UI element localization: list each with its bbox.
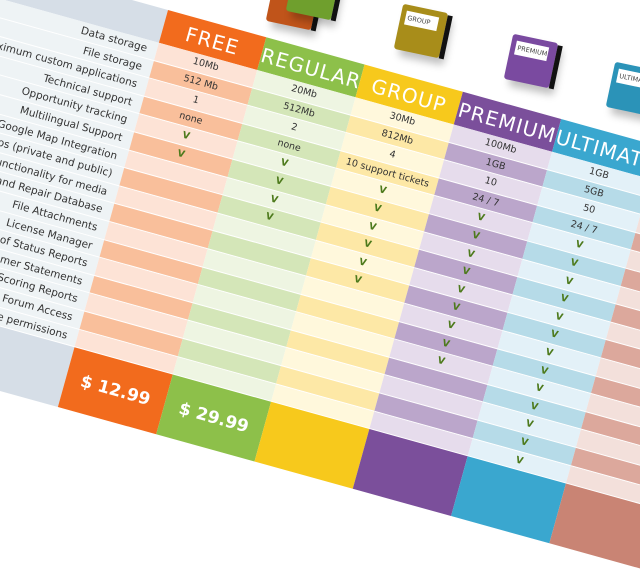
box-spine bbox=[330, 0, 345, 22]
box-label: ULTIMATE bbox=[616, 68, 640, 90]
product-box-ultimate: ULTIMATE bbox=[605, 61, 640, 117]
product-box-premium: PREMIUM bbox=[503, 33, 563, 90]
box-spine bbox=[548, 45, 563, 90]
box-label: PREMIUM bbox=[514, 40, 550, 62]
product-box-group: GROUP bbox=[393, 3, 453, 60]
box-spine bbox=[438, 15, 453, 60]
box-label: GROUP bbox=[404, 10, 440, 32]
